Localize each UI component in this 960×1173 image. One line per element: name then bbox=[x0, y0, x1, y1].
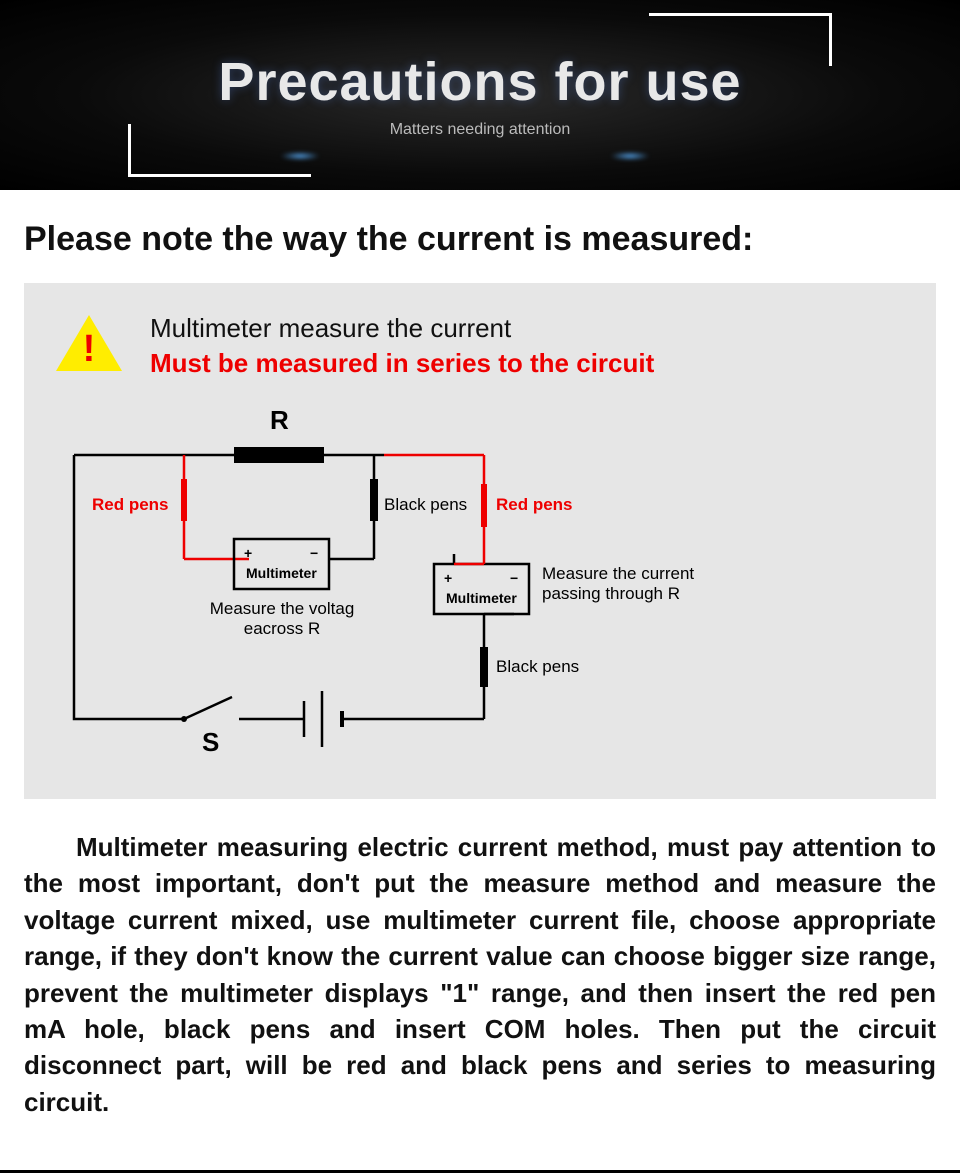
content-area: Please note the way the current is measu… bbox=[0, 190, 960, 1170]
label-minus-left: − bbox=[310, 545, 318, 562]
label-red-pens-right: Red pens bbox=[496, 495, 573, 515]
label-R: R bbox=[270, 405, 289, 436]
header-banner: Precautions for use Matters needing atte… bbox=[0, 0, 960, 190]
warning-row: ! Multimeter measure the current Must be… bbox=[54, 313, 906, 379]
diagram-panel: ! Multimeter measure the current Must be… bbox=[24, 283, 936, 799]
label-red-pens-left: Red pens bbox=[92, 495, 169, 515]
warning-line2: Must be measured in series to the circui… bbox=[150, 348, 654, 379]
label-multimeter-left: Multimeter bbox=[246, 565, 317, 582]
lens-flare-icon bbox=[610, 152, 650, 160]
label-multimeter-right: Multimeter bbox=[446, 590, 517, 607]
header-subtitle: Matters needing attention bbox=[218, 121, 741, 139]
warning-line1: Multimeter measure the current bbox=[150, 313, 654, 344]
label-minus-right: − bbox=[510, 570, 518, 587]
section-heading: Please note the way the current is measu… bbox=[24, 220, 936, 259]
warning-triangle-icon: ! bbox=[54, 313, 124, 373]
header-title: Precautions for use bbox=[218, 51, 741, 113]
svg-text:!: ! bbox=[83, 328, 96, 370]
label-S: S bbox=[202, 727, 219, 758]
circuit-diagram: R S Red pens Black pens Red pens Black p… bbox=[64, 409, 764, 769]
label-measure-current: Measure the current passing through R bbox=[542, 564, 742, 605]
lens-flare-icon bbox=[280, 152, 320, 160]
label-black-pens-right: Black pens bbox=[496, 657, 579, 677]
label-plus-left: + bbox=[244, 545, 252, 562]
body-paragraph: Multimeter measuring electric current me… bbox=[24, 829, 936, 1120]
label-measure-voltage: Measure the voltag eacross R bbox=[192, 599, 372, 640]
label-black-pens-left: Black pens bbox=[384, 495, 467, 515]
label-plus-right: + bbox=[444, 570, 452, 587]
warning-text: Multimeter measure the current Must be m… bbox=[150, 313, 654, 379]
header-frame: Precautions for use Matters needing atte… bbox=[138, 23, 821, 167]
